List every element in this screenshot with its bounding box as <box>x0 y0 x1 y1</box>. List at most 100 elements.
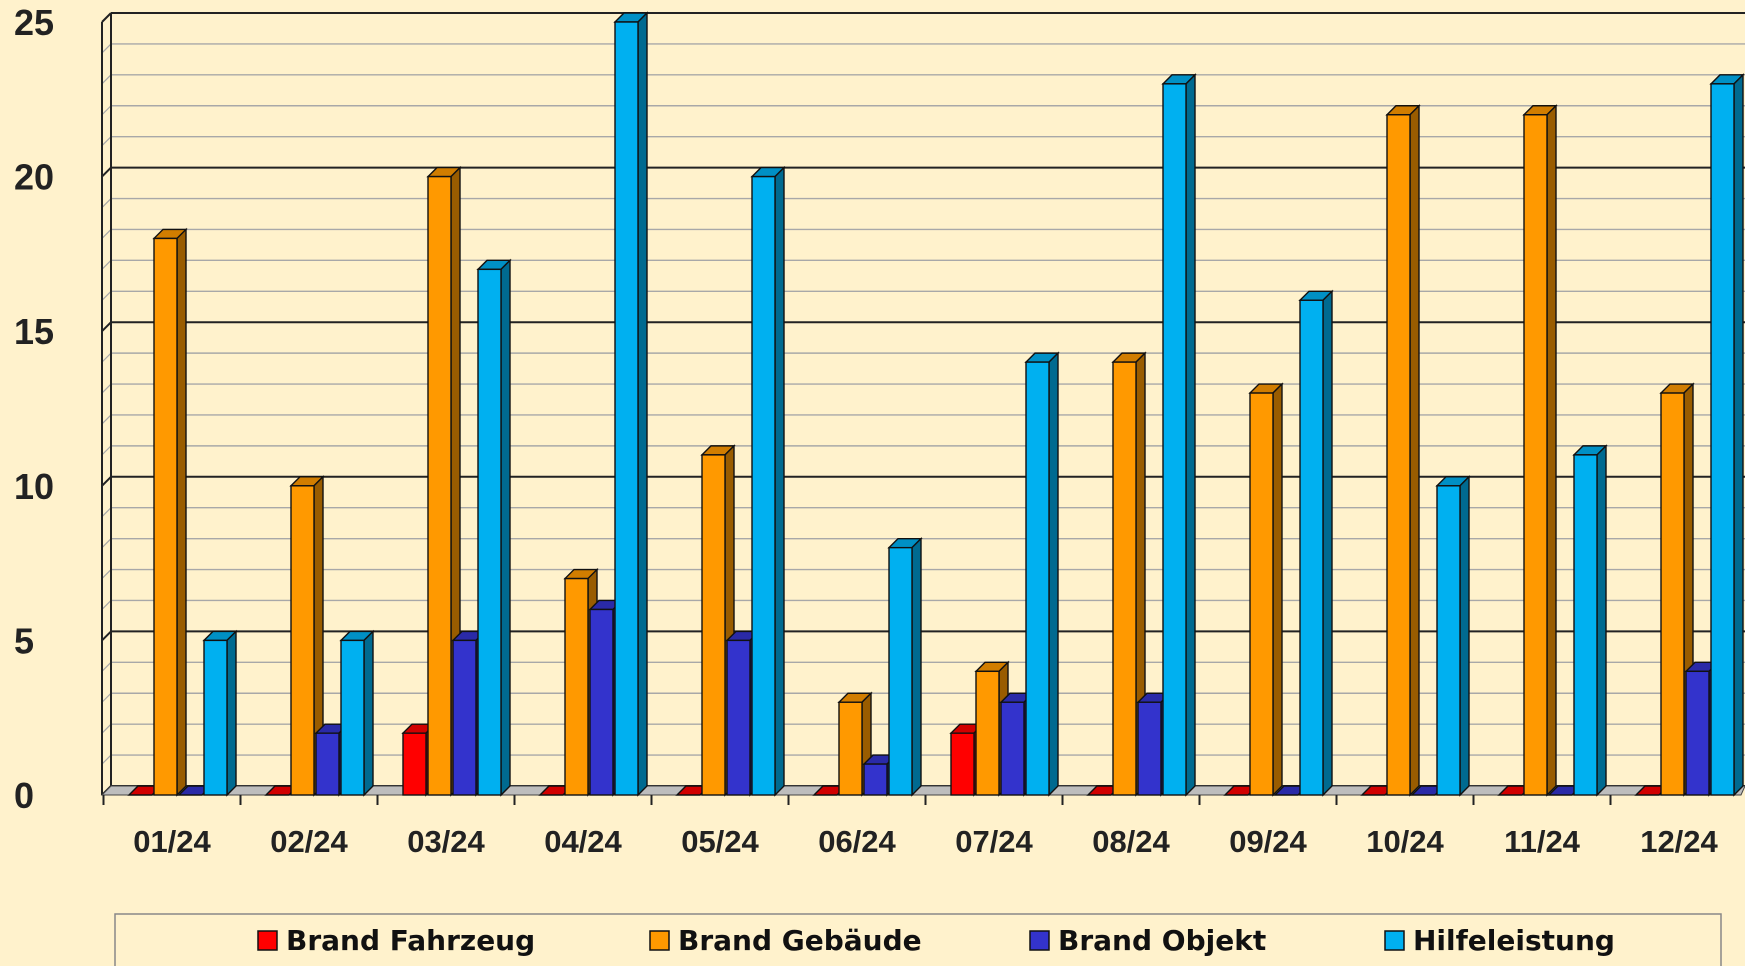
bar <box>476 258 512 797</box>
legend-item: Hilfeleistung <box>1384 924 1615 957</box>
bar-front-face <box>614 21 639 796</box>
side-wall-gridline <box>101 383 112 394</box>
side-wall-gridline <box>101 569 112 579</box>
y-tick-label: 10 <box>14 466 54 507</box>
bar-front-face <box>203 639 228 796</box>
bar-front-face <box>838 701 863 796</box>
bar-front-face <box>1685 670 1710 796</box>
x-tick-label: 02/24 <box>270 824 348 859</box>
bar-side-face <box>500 258 511 797</box>
bar-front-face <box>427 175 452 796</box>
bar-front-face <box>452 639 477 796</box>
legend-swatch <box>649 930 670 951</box>
legend-item: Brand Gebäude <box>649 924 922 957</box>
bar-front-face <box>1162 83 1187 796</box>
bar <box>1709 73 1745 797</box>
side-wall-gridline <box>101 229 112 239</box>
side-wall-gridline <box>101 476 112 487</box>
y-tick-label: 25 <box>14 2 54 43</box>
bar <box>1161 73 1197 797</box>
bar-front-face <box>1000 701 1025 796</box>
bar-side-face <box>226 629 237 797</box>
bar-front-face <box>315 732 340 796</box>
x-tick-label: 09/24 <box>1229 824 1307 859</box>
bar-side-face <box>176 227 187 797</box>
bar-front-face <box>1137 701 1162 796</box>
grid-layer <box>100 12 1745 796</box>
bar-side-face <box>1185 73 1196 797</box>
legend-item: Brand Objekt <box>1029 924 1266 957</box>
bar-front-face <box>1386 114 1411 796</box>
axis-layer: 0 5 10 15 20 25 01/24 02/24 03/24 04/24 05/24 06/24… <box>14 2 1719 859</box>
legend-swatch <box>1384 930 1405 951</box>
bar-front-face <box>1660 392 1685 796</box>
bar-side-face <box>1546 104 1557 797</box>
y-tick-label: 15 <box>14 311 54 352</box>
bar-front-face <box>564 577 589 796</box>
y-tick-label: 5 <box>14 620 34 661</box>
side-wall-gridline <box>101 630 112 642</box>
x-tick-label: 03/24 <box>407 824 485 859</box>
bar-front-face <box>1436 485 1461 796</box>
bar-front-face <box>701 454 726 796</box>
side-wall-gridline <box>101 198 112 208</box>
bar-side-face <box>637 11 648 797</box>
bar-front-face <box>402 732 427 796</box>
bar-side-face <box>1459 475 1470 797</box>
x-tick-label: 10/24 <box>1366 824 1444 859</box>
bar-front-face <box>1249 392 1274 796</box>
bar-side-face <box>1409 104 1420 797</box>
bar-front-face <box>726 639 751 796</box>
side-wall-gridline <box>101 507 112 518</box>
side-wall-gridline <box>101 445 112 456</box>
bars-layer <box>127 11 1745 797</box>
legend: Brand Fahrzeug Brand Gebäude Brand Objekt H… <box>114 913 1722 966</box>
bar <box>339 629 375 797</box>
bar <box>289 475 325 797</box>
legend-label: Hilfeleistung <box>1413 924 1615 957</box>
side-wall-gridline <box>101 754 112 765</box>
bar <box>202 629 238 797</box>
bar-front-face <box>340 639 365 796</box>
bar-front-face <box>589 608 614 796</box>
bar-front-face <box>863 763 888 796</box>
bar <box>1024 351 1060 797</box>
side-wall-gridline <box>101 166 112 178</box>
x-tick-label: 11/24 <box>1504 824 1581 859</box>
x-tick-label: 04/24 <box>544 824 622 859</box>
bar-side-face <box>911 536 922 797</box>
x-tick-label: 12/24 <box>1640 824 1718 859</box>
side-wall-gridline <box>101 414 112 425</box>
y-tick-label: 0 <box>14 775 34 816</box>
legend-label: Brand Fahrzeug <box>286 924 535 957</box>
side-wall-gridline <box>101 259 112 270</box>
bar <box>1385 104 1421 797</box>
legend-swatch <box>1029 930 1050 951</box>
bar-front-face <box>1299 299 1324 796</box>
side-wall-gridline <box>101 661 112 672</box>
legend-box <box>114 913 1722 966</box>
bar <box>1522 104 1558 797</box>
x-tick-label: 05/24 <box>681 824 759 859</box>
side-wall-gridline <box>101 538 112 549</box>
bar-side-face <box>1272 382 1283 797</box>
bar <box>887 536 923 797</box>
bar-front-face <box>1573 454 1598 796</box>
bar <box>1298 289 1334 797</box>
bar-front-face <box>888 546 913 796</box>
bar-side-face <box>1048 351 1059 797</box>
plot-wall <box>111 13 1745 786</box>
bar-side-face <box>1733 73 1744 797</box>
side-wall-gridline <box>101 74 112 85</box>
bar <box>1111 351 1147 797</box>
side-wall-gridline <box>101 43 112 54</box>
bar-front-face <box>1025 361 1050 796</box>
bar <box>152 227 188 797</box>
side-wall-gridline <box>101 12 112 23</box>
bar <box>1248 382 1284 797</box>
legend-label: Brand Objekt <box>1058 924 1266 957</box>
bar <box>613 11 649 797</box>
bar <box>750 165 786 797</box>
